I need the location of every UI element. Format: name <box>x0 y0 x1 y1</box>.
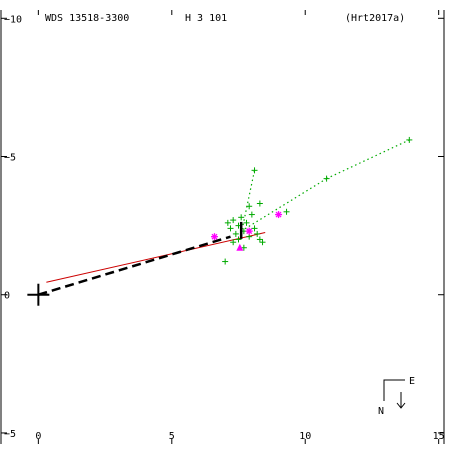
measure-point <box>259 239 266 246</box>
highlight-mark <box>246 228 253 235</box>
compass-frame <box>383 379 405 401</box>
measure-point <box>251 167 258 174</box>
measure-point <box>235 236 242 243</box>
highlight-point <box>210 233 218 241</box>
axes-layer: 0 5 10 15 −5 0 −5 −10 <box>1 10 445 444</box>
x-tick-label: 15 <box>433 431 445 442</box>
orbit-reference-label: (Hrt2017a) <box>345 13 405 24</box>
discoverer-label: H 3 101 <box>185 13 227 24</box>
compass: E N <box>378 376 415 417</box>
fit-line <box>46 232 266 283</box>
residual-link <box>240 170 256 235</box>
compass-arrowhead <box>396 402 406 409</box>
measure-point <box>232 230 239 237</box>
residual-link <box>240 178 327 232</box>
measure-point <box>248 211 255 218</box>
x-tick-label: 5 <box>169 431 175 442</box>
orbit-path <box>37 235 231 296</box>
compass-north-label: N <box>378 406 384 417</box>
data-layer <box>27 136 413 306</box>
measure-point <box>222 258 229 265</box>
measure-point <box>283 208 290 215</box>
residual-link <box>326 139 410 180</box>
y-tick-label: −5 <box>4 153 16 164</box>
measure-point <box>240 244 247 251</box>
x-tick-label: 10 <box>299 431 311 442</box>
measure-point <box>254 230 261 237</box>
measure-point <box>256 236 263 243</box>
highlight-point <box>275 211 283 219</box>
measure-point <box>230 239 237 246</box>
x-tick-label: 0 <box>35 431 41 442</box>
measure-point <box>246 233 253 240</box>
measure-point <box>406 136 413 143</box>
measure-point <box>251 225 258 232</box>
measure-point <box>238 214 245 221</box>
compass-east-label: E <box>409 376 415 387</box>
y-tick-label: −5 <box>4 429 16 440</box>
wds-id-label: WDS 13518-3300 <box>45 13 129 24</box>
measure-point <box>256 200 263 207</box>
highlight-mark <box>275 211 282 218</box>
primary-star-marker <box>27 283 50 306</box>
highlight-mark <box>211 233 218 240</box>
measure-point <box>323 175 330 182</box>
measure-point <box>224 219 231 226</box>
y-tick-label: 0 <box>4 291 10 302</box>
highlight-point <box>245 227 253 235</box>
measure-point <box>230 217 237 224</box>
measure-point <box>243 219 250 226</box>
y-tick-label: −10 <box>4 14 22 25</box>
highlight-triangle <box>236 243 244 251</box>
measure-point <box>227 225 234 232</box>
measure-point <box>246 203 253 210</box>
